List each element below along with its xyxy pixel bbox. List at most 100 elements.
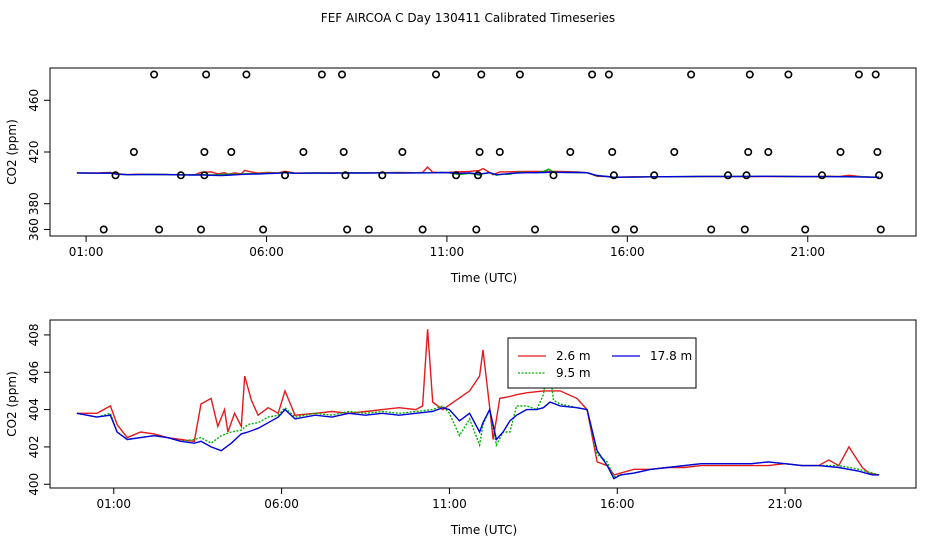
top-y-axis-label: CO2 (ppm) [5,119,19,185]
bottom-ytick-label: 402 [27,435,41,458]
legend-label-2-6m: 2.6 m [556,349,591,363]
bottom-xtick-label: 21:00 [768,497,803,511]
calibration-point [202,70,211,79]
calibration-point [364,225,373,234]
calibration-point [629,225,638,234]
calibration-point [495,148,504,157]
calibration-point [670,148,679,157]
calibration-point [515,70,524,79]
calibration-point [742,171,751,180]
calibration-point [200,171,209,180]
chart-title: FEF AIRCOA C Day 130411 Calibrated Times… [321,11,615,25]
calibration-point [200,148,209,157]
calibration-point [611,225,620,234]
legend-label-17-8m: 17.8 m [650,349,692,363]
calibration-point [650,171,659,180]
bottom-plot-frame [49,319,917,489]
bottom-xtick-label: 01:00 [96,497,131,511]
bottom-y-axis-label: CO2 (ppm) [5,371,19,437]
top-ytick-label: 460 [27,89,41,112]
calibration-point [588,70,597,79]
top-xtick-label: 01:00 [69,245,104,259]
calibration-point [339,148,348,157]
calibration-point [99,225,108,234]
calibration-point [343,225,352,234]
calibration-point [398,148,407,157]
calibration-point [566,148,575,157]
calibration-point [341,171,350,180]
calibration-point [472,225,481,234]
calibration-point [227,148,236,157]
calibration-point [745,70,754,79]
bottom-x-axis: 01:00 06:00 11:00 16:00 21:00 [96,488,802,511]
top-y-axis: 360 380 420 460 [27,89,50,241]
top-xtick-label: 11:00 [430,245,465,259]
calibration-point [337,70,346,79]
legend-box [507,337,697,389]
calibration-point [530,225,539,234]
calibration-point [111,171,120,180]
top-ytick-label: 420 [27,141,41,164]
top-xtick-label: 06:00 [249,245,284,259]
top-x-axis: 01:00 06:00 11:00 16:00 21:00 [69,236,825,259]
bottom-xtick-label: 11:00 [432,497,467,511]
top-ytick-label: 360 [27,218,41,241]
calibration-point [242,70,251,79]
bottom-y-axis: 400 402 404 406 408 [27,323,50,496]
calibration-point [764,148,773,157]
calibration-point [744,148,753,157]
calibration-point [854,70,863,79]
calibration-point [707,225,716,234]
calibration-point [836,148,845,157]
calibration-point [475,148,484,157]
calibration-point [452,171,461,180]
calibration-point [817,171,826,180]
calibration-point [197,225,206,234]
bottom-ytick-label: 408 [27,323,41,346]
calibration-point [259,225,268,234]
calibration-point [687,70,696,79]
calibration-point [477,70,486,79]
calibration-point [317,70,326,79]
calibration-point [871,70,880,79]
top-xtick-label: 16:00 [610,245,645,259]
bottom-x-axis-label: Time (UTC) [450,523,517,537]
calibration-point [280,171,289,180]
series-line-2-6-m [76,329,880,476]
calibration-point [150,70,159,79]
calibration-point [473,171,482,180]
calibration-point [176,171,185,180]
calibration-point [604,70,613,79]
series-line-9-5-m [76,359,880,478]
calibration-point [431,70,440,79]
calibration-point [299,148,308,157]
calibration-point [784,70,793,79]
calibration-point [609,171,618,180]
calibration-point [723,171,732,180]
top-calibration-points [99,70,885,234]
bottom-panel: 01:00 06:00 11:00 16:00 21:00 40040240440640… [5,319,917,537]
calibration-point [549,171,558,180]
top-panel: 01:00 06:00 11:00 16:00 21:00 360 380 420 460 T… [5,67,917,285]
calibration-point [801,225,810,234]
series-line-17-8-m [76,401,880,480]
bottom-ytick-label: 404 [27,398,41,421]
calibration-point [155,225,164,234]
calibration-point [740,225,749,234]
legend: 2.6 m 9.5 m 17.8 m [507,337,697,389]
bottom-xtick-label: 16:00 [600,497,635,511]
top-ytick-label: 380 [27,192,41,215]
top-xtick-label: 21:00 [790,245,825,259]
calibration-point [129,148,138,157]
calibration-point [608,148,617,157]
top-x-axis-label: Time (UTC) [450,271,517,285]
bottom-series-lines [76,329,880,480]
calibration-point [875,171,884,180]
calibration-point [873,148,882,157]
top-series-line [76,171,880,179]
calibration-point [378,171,387,180]
bottom-xtick-label: 06:00 [264,497,299,511]
calibration-point [876,225,885,234]
legend-label-9-5m: 9.5 m [556,366,591,380]
